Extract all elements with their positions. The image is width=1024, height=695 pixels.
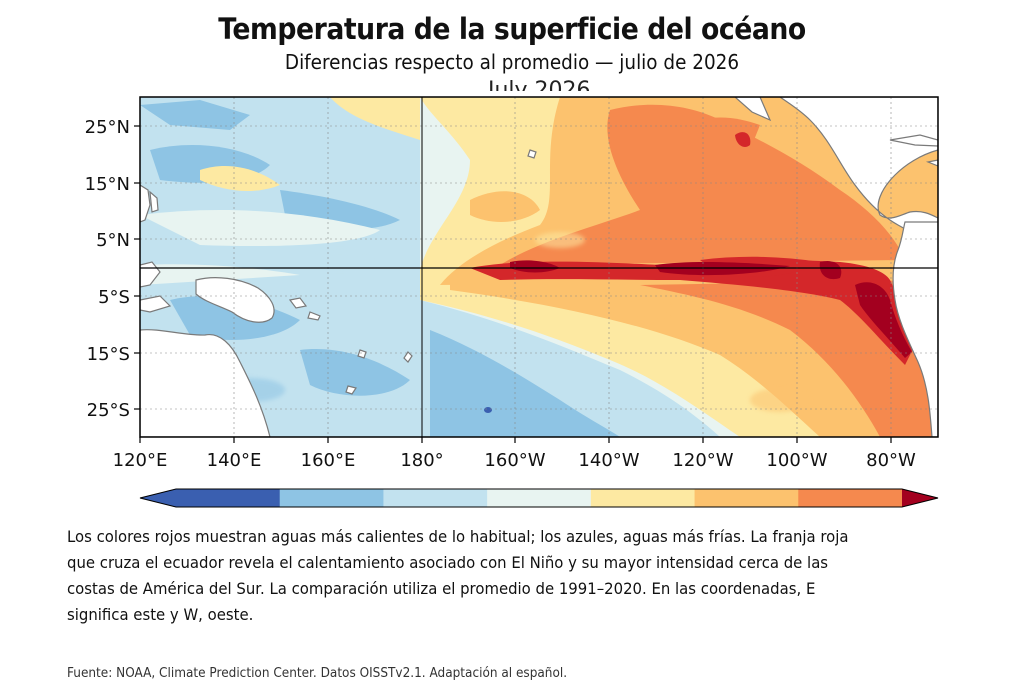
lat-tick-label: 25°N xyxy=(85,117,130,138)
lon-tick-label: 100°W xyxy=(766,450,827,471)
lon-tick-label: 120°W xyxy=(672,450,733,471)
lat-axis xyxy=(134,125,140,410)
map-frame xyxy=(139,96,939,438)
lon-tick-label: 180° xyxy=(400,450,443,471)
lat-tick-label: 15°S xyxy=(87,344,130,365)
colorbar-extend-low xyxy=(140,489,176,507)
caption-text: Los colores rojos muestran aguas más cal… xyxy=(67,527,849,624)
colorbar-segment xyxy=(383,489,488,507)
colorbar-segment xyxy=(694,489,799,507)
lon-tick-label: 140°W xyxy=(578,450,639,471)
lat-tick-label: 25°S xyxy=(87,400,130,421)
lat-tick-label: 5°N xyxy=(96,230,130,251)
page-subtitle: Diferencias respecto al promedio — julio… xyxy=(284,50,740,74)
lon-tick-label: 160°W xyxy=(484,450,545,471)
colorbar-segment xyxy=(590,489,696,507)
lon-axis xyxy=(139,437,892,443)
colorbar xyxy=(139,488,939,508)
anomaly-field xyxy=(140,97,938,437)
colorbar-extend-high xyxy=(902,489,938,507)
lon-tick-labels: 120°E 140°E 160°E 180° 160°W 140°W 120°W… xyxy=(113,450,916,471)
page-title: Temperatura de la superficie del océano xyxy=(218,12,806,46)
lon-tick-label: 80°W xyxy=(866,450,916,471)
lon-tick-label: 120°E xyxy=(113,450,168,471)
lon-tick-label: 140°E xyxy=(207,450,262,471)
colorbar-segment xyxy=(279,489,384,507)
lon-tick-label: 160°E xyxy=(301,450,356,471)
colorbar-segment xyxy=(176,489,281,507)
sst-anomaly-map: 25°N 15°N 5°N 5°S 15°S 25°S 120°E 140°E … xyxy=(85,96,939,508)
colorbar-segment xyxy=(487,489,592,507)
colorbar-outline xyxy=(139,488,939,508)
lat-tick-label: 15°N xyxy=(85,174,130,195)
lat-tick-labels: 25°N 15°N 5°N 5°S 15°S 25°S xyxy=(85,117,130,421)
graticule xyxy=(140,97,938,437)
ghost-month-label: July 2026 xyxy=(488,78,591,91)
lat-tick-label: 5°S xyxy=(98,287,130,308)
colorbar-segment xyxy=(798,489,903,507)
source-note: Fuente: NOAA, Climate Prediction Center.… xyxy=(67,666,568,681)
